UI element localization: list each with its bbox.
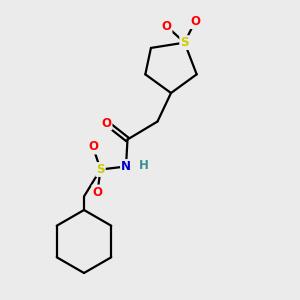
Text: O: O — [92, 185, 103, 199]
Text: S: S — [180, 36, 189, 49]
Text: O: O — [190, 15, 200, 28]
Text: S: S — [96, 163, 105, 176]
Text: H: H — [139, 158, 149, 172]
Text: N: N — [121, 160, 131, 173]
Text: O: O — [88, 140, 98, 154]
Text: O: O — [161, 20, 172, 33]
Text: O: O — [101, 116, 112, 130]
